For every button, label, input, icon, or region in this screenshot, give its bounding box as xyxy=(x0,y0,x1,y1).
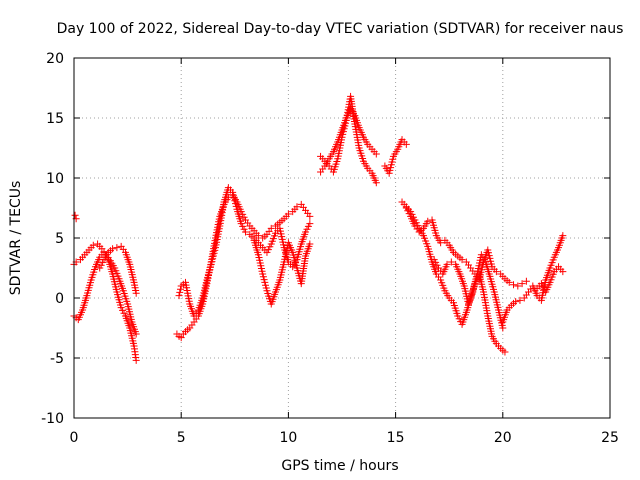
x-tick-label: 5 xyxy=(177,430,186,446)
series-track-k xyxy=(402,204,530,290)
y-tick-label: 15 xyxy=(46,111,64,127)
data-point xyxy=(175,292,183,300)
data-point xyxy=(501,348,509,356)
data-point xyxy=(458,256,466,264)
data-point xyxy=(306,212,314,220)
x-tick-label: 25 xyxy=(601,430,619,446)
data-point xyxy=(177,334,185,342)
data-point xyxy=(254,232,262,240)
series-track-e xyxy=(175,184,314,320)
data-point xyxy=(518,280,526,288)
data-point xyxy=(443,260,451,268)
data-marks xyxy=(70,92,567,364)
x-tick-label: 20 xyxy=(494,430,512,446)
series-track-f xyxy=(250,236,314,308)
series-track-i xyxy=(381,136,410,177)
data-point xyxy=(109,245,117,253)
data-point xyxy=(267,224,275,232)
data-point xyxy=(132,356,140,364)
data-point xyxy=(293,203,301,211)
data-point xyxy=(132,289,140,297)
series-isolated xyxy=(71,211,80,223)
data-point xyxy=(89,241,97,249)
data-point xyxy=(306,220,314,228)
y-tick-label: -10 xyxy=(41,411,64,427)
data-point xyxy=(512,298,520,306)
data-point xyxy=(437,239,445,247)
data-point xyxy=(306,240,314,248)
data-point xyxy=(372,179,380,187)
data-point xyxy=(71,211,79,219)
tick-labels: 0 5 10 15 20 25 -10 -5 0 5 10 15 20 xyxy=(41,51,619,446)
y-tick-label: -5 xyxy=(50,351,64,367)
y-tick-label: 10 xyxy=(46,171,64,187)
chart-title: Day 100 of 2022, Sidereal Day-to-day VTE… xyxy=(57,21,624,37)
x-tick-label: 0 xyxy=(70,430,79,446)
data-point xyxy=(424,217,432,225)
x-tick-label: 10 xyxy=(279,430,297,446)
data-point xyxy=(514,282,522,290)
x-axis-label: GPS time / hours xyxy=(281,458,398,474)
series-track-j xyxy=(398,198,509,356)
series-track-c xyxy=(96,242,140,297)
y-tick-label: 5 xyxy=(55,231,64,247)
data-point xyxy=(284,210,292,218)
data-point xyxy=(176,288,184,296)
data-point xyxy=(132,330,140,338)
series-track-n xyxy=(533,263,567,296)
series-track-l xyxy=(430,251,507,332)
series-track-h xyxy=(317,92,380,187)
data-point xyxy=(510,281,518,289)
data-point xyxy=(522,277,530,285)
data-point xyxy=(516,296,524,304)
axis-ticks xyxy=(73,57,611,419)
y-tick-label: 20 xyxy=(46,51,64,67)
data-point xyxy=(176,285,184,293)
data-point xyxy=(447,258,455,266)
data-point xyxy=(402,140,410,148)
grid-lines xyxy=(74,58,610,418)
data-point xyxy=(242,228,250,236)
data-point xyxy=(505,278,513,286)
data-point xyxy=(372,150,380,158)
data-point xyxy=(559,232,567,240)
y-axis-label: SDTVAR / TECUs xyxy=(8,181,24,296)
data-point xyxy=(492,268,500,276)
y-tick-label: 0 xyxy=(55,291,64,307)
series-track-m xyxy=(499,232,567,326)
data-point xyxy=(113,244,121,252)
data-point xyxy=(559,268,567,276)
x-tick-label: 15 xyxy=(387,430,405,446)
data-point xyxy=(499,324,507,332)
